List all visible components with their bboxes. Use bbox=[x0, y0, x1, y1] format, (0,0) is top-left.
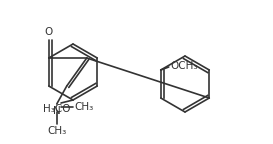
Text: OCH₃: OCH₃ bbox=[171, 61, 198, 71]
Text: O: O bbox=[44, 27, 53, 37]
Text: H₃CO: H₃CO bbox=[43, 104, 70, 114]
Text: CH₃: CH₃ bbox=[75, 102, 94, 112]
Text: N: N bbox=[53, 106, 61, 116]
Text: CH₃: CH₃ bbox=[47, 126, 66, 136]
